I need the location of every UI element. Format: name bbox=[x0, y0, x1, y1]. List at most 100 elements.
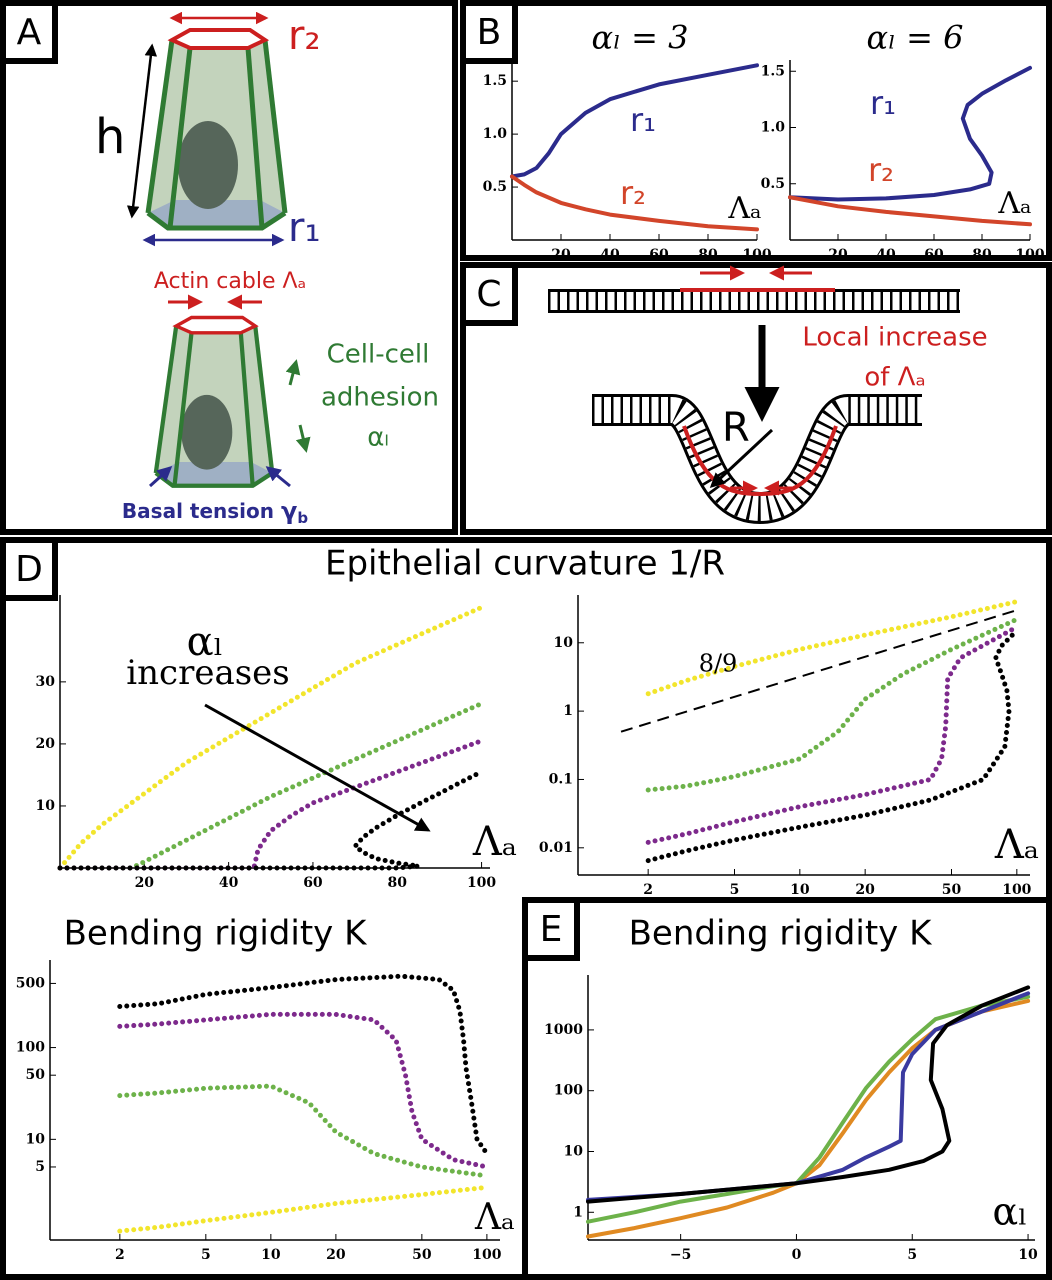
panel-label: B bbox=[477, 12, 502, 53]
series-line bbox=[645, 624, 1020, 845]
adhesion-label: adhesion bbox=[321, 383, 439, 413]
y-tick-label: 1.5 bbox=[761, 63, 785, 79]
chart-title: Bending rigidity K bbox=[629, 914, 934, 954]
y-tick-label: 1.5 bbox=[483, 73, 507, 89]
reference-line bbox=[620, 609, 1018, 733]
y-tick-label: 10 bbox=[36, 798, 56, 814]
x-tick-label: 100 bbox=[742, 247, 771, 263]
x-tick-label: 50 bbox=[942, 882, 962, 898]
adhesion-label: Cell-cell bbox=[327, 340, 430, 370]
basal-subscript: b bbox=[297, 509, 308, 527]
x-tick-label: 20 bbox=[551, 247, 571, 263]
y-tick-label: 10 bbox=[554, 635, 574, 651]
series-label: r₁ bbox=[870, 84, 896, 122]
actin-label: Actin cable Λₐ bbox=[154, 269, 306, 294]
h-arrow bbox=[126, 43, 158, 219]
x-tick-label: 80 bbox=[698, 247, 718, 263]
x-tick-label: 10 bbox=[1018, 1247, 1038, 1263]
series-label: r₂ bbox=[868, 151, 894, 189]
x-tick-label: 0 bbox=[792, 1247, 802, 1263]
radius-arrow bbox=[709, 428, 774, 489]
basal-arrow bbox=[148, 465, 173, 488]
chart-title: Bending rigidity K bbox=[64, 914, 369, 954]
x-tick-label: 20 bbox=[135, 875, 155, 891]
series-line bbox=[57, 701, 485, 871]
panel-label: C bbox=[476, 274, 501, 315]
series-line bbox=[117, 1184, 490, 1234]
y-tick-label: 50 bbox=[26, 1067, 46, 1083]
series-line bbox=[510, 63, 759, 179]
y-tick-label: 100 bbox=[554, 1083, 583, 1099]
adhesion-arrow bbox=[285, 359, 301, 386]
chart-title: αₗ = 6 bbox=[867, 19, 964, 57]
x-tick-label: 100 bbox=[1002, 882, 1031, 898]
basal-label: Basal tension γb bbox=[122, 497, 308, 527]
y-tick-label: 500 bbox=[16, 975, 45, 991]
trend-arrow bbox=[204, 703, 431, 832]
x-tick-label: 40 bbox=[219, 875, 239, 891]
annotation: Λₐ bbox=[472, 819, 517, 865]
series-label: r₂ bbox=[620, 174, 646, 212]
x-tick-label: 60 bbox=[924, 247, 944, 263]
panel-label-box bbox=[460, 0, 518, 64]
x-tick-label: 2 bbox=[115, 1247, 125, 1263]
panel-label-box bbox=[522, 897, 580, 961]
panel-label: D bbox=[15, 549, 43, 590]
note-label: of Λₐ bbox=[864, 363, 925, 393]
y-tick-label: 1000 bbox=[544, 1022, 583, 1038]
series-line bbox=[117, 1011, 490, 1170]
panel-label: A bbox=[17, 12, 42, 53]
annotation: increases bbox=[126, 653, 289, 693]
y-tick-label: 1.0 bbox=[761, 120, 786, 136]
series-line bbox=[645, 599, 1020, 697]
h-label: h bbox=[95, 109, 125, 165]
x-tick-label: 50 bbox=[412, 1247, 432, 1263]
x-tick-label: 80 bbox=[972, 247, 992, 263]
tissue-curved bbox=[592, 394, 922, 525]
r1-label: r₁ bbox=[288, 205, 320, 251]
panel-label-box bbox=[460, 262, 518, 326]
y-tick-label: 0.5 bbox=[761, 176, 785, 192]
panel-label: E bbox=[540, 909, 563, 950]
x-tick-label: 20 bbox=[828, 247, 848, 263]
y-tick-label: 20 bbox=[36, 736, 56, 752]
series-line bbox=[57, 769, 485, 871]
x-tick-label: 10 bbox=[261, 1247, 281, 1263]
series-line bbox=[788, 65, 1032, 202]
annotation: Λₐ bbox=[997, 186, 1031, 221]
adhesion-arrow bbox=[295, 424, 311, 453]
y-tick-label: 100 bbox=[16, 1040, 45, 1056]
series-line bbox=[788, 195, 1032, 227]
x-tick-label: 100 bbox=[467, 875, 496, 891]
series-line bbox=[645, 616, 1020, 793]
series-line bbox=[510, 174, 759, 232]
x-tick-label: 20 bbox=[326, 1247, 346, 1263]
y-tick-label: 0.01 bbox=[539, 840, 573, 856]
x-tick-label: 40 bbox=[600, 247, 620, 263]
chart-title: αₗ = 3 bbox=[592, 19, 689, 57]
panel-d-title: Epithelial curvature 1/R bbox=[325, 544, 725, 584]
x-tick-label: 5 bbox=[907, 1247, 917, 1263]
adhesion-symbol: αₗ bbox=[367, 423, 388, 453]
x-tick-label: 80 bbox=[388, 875, 408, 891]
x-tick-label: 100 bbox=[1015, 247, 1044, 263]
y-tick-label: 0.5 bbox=[483, 179, 507, 195]
y-tick-label: 1 bbox=[573, 1204, 583, 1220]
note-label: Local increase bbox=[802, 323, 987, 353]
x-tick-label: 100 bbox=[472, 1247, 501, 1263]
cell-diagram-top bbox=[148, 30, 285, 228]
x-tick-label: 10 bbox=[790, 882, 810, 898]
tissue-flat bbox=[548, 265, 960, 313]
series-line bbox=[645, 628, 1020, 864]
basal-text: Basal tension bbox=[122, 499, 281, 523]
panel-label-box bbox=[0, 537, 58, 601]
annotation: Λₐ bbox=[474, 1197, 515, 1238]
y-tick-label: 1 bbox=[563, 703, 573, 719]
cell-diagram-bottom bbox=[156, 318, 272, 486]
panel-label-box bbox=[0, 0, 58, 64]
basal-arrow bbox=[265, 466, 291, 488]
x-tick-label: 20 bbox=[855, 882, 875, 898]
y-tick-label: 0.1 bbox=[549, 771, 573, 787]
x-tick-label: 60 bbox=[649, 247, 669, 263]
